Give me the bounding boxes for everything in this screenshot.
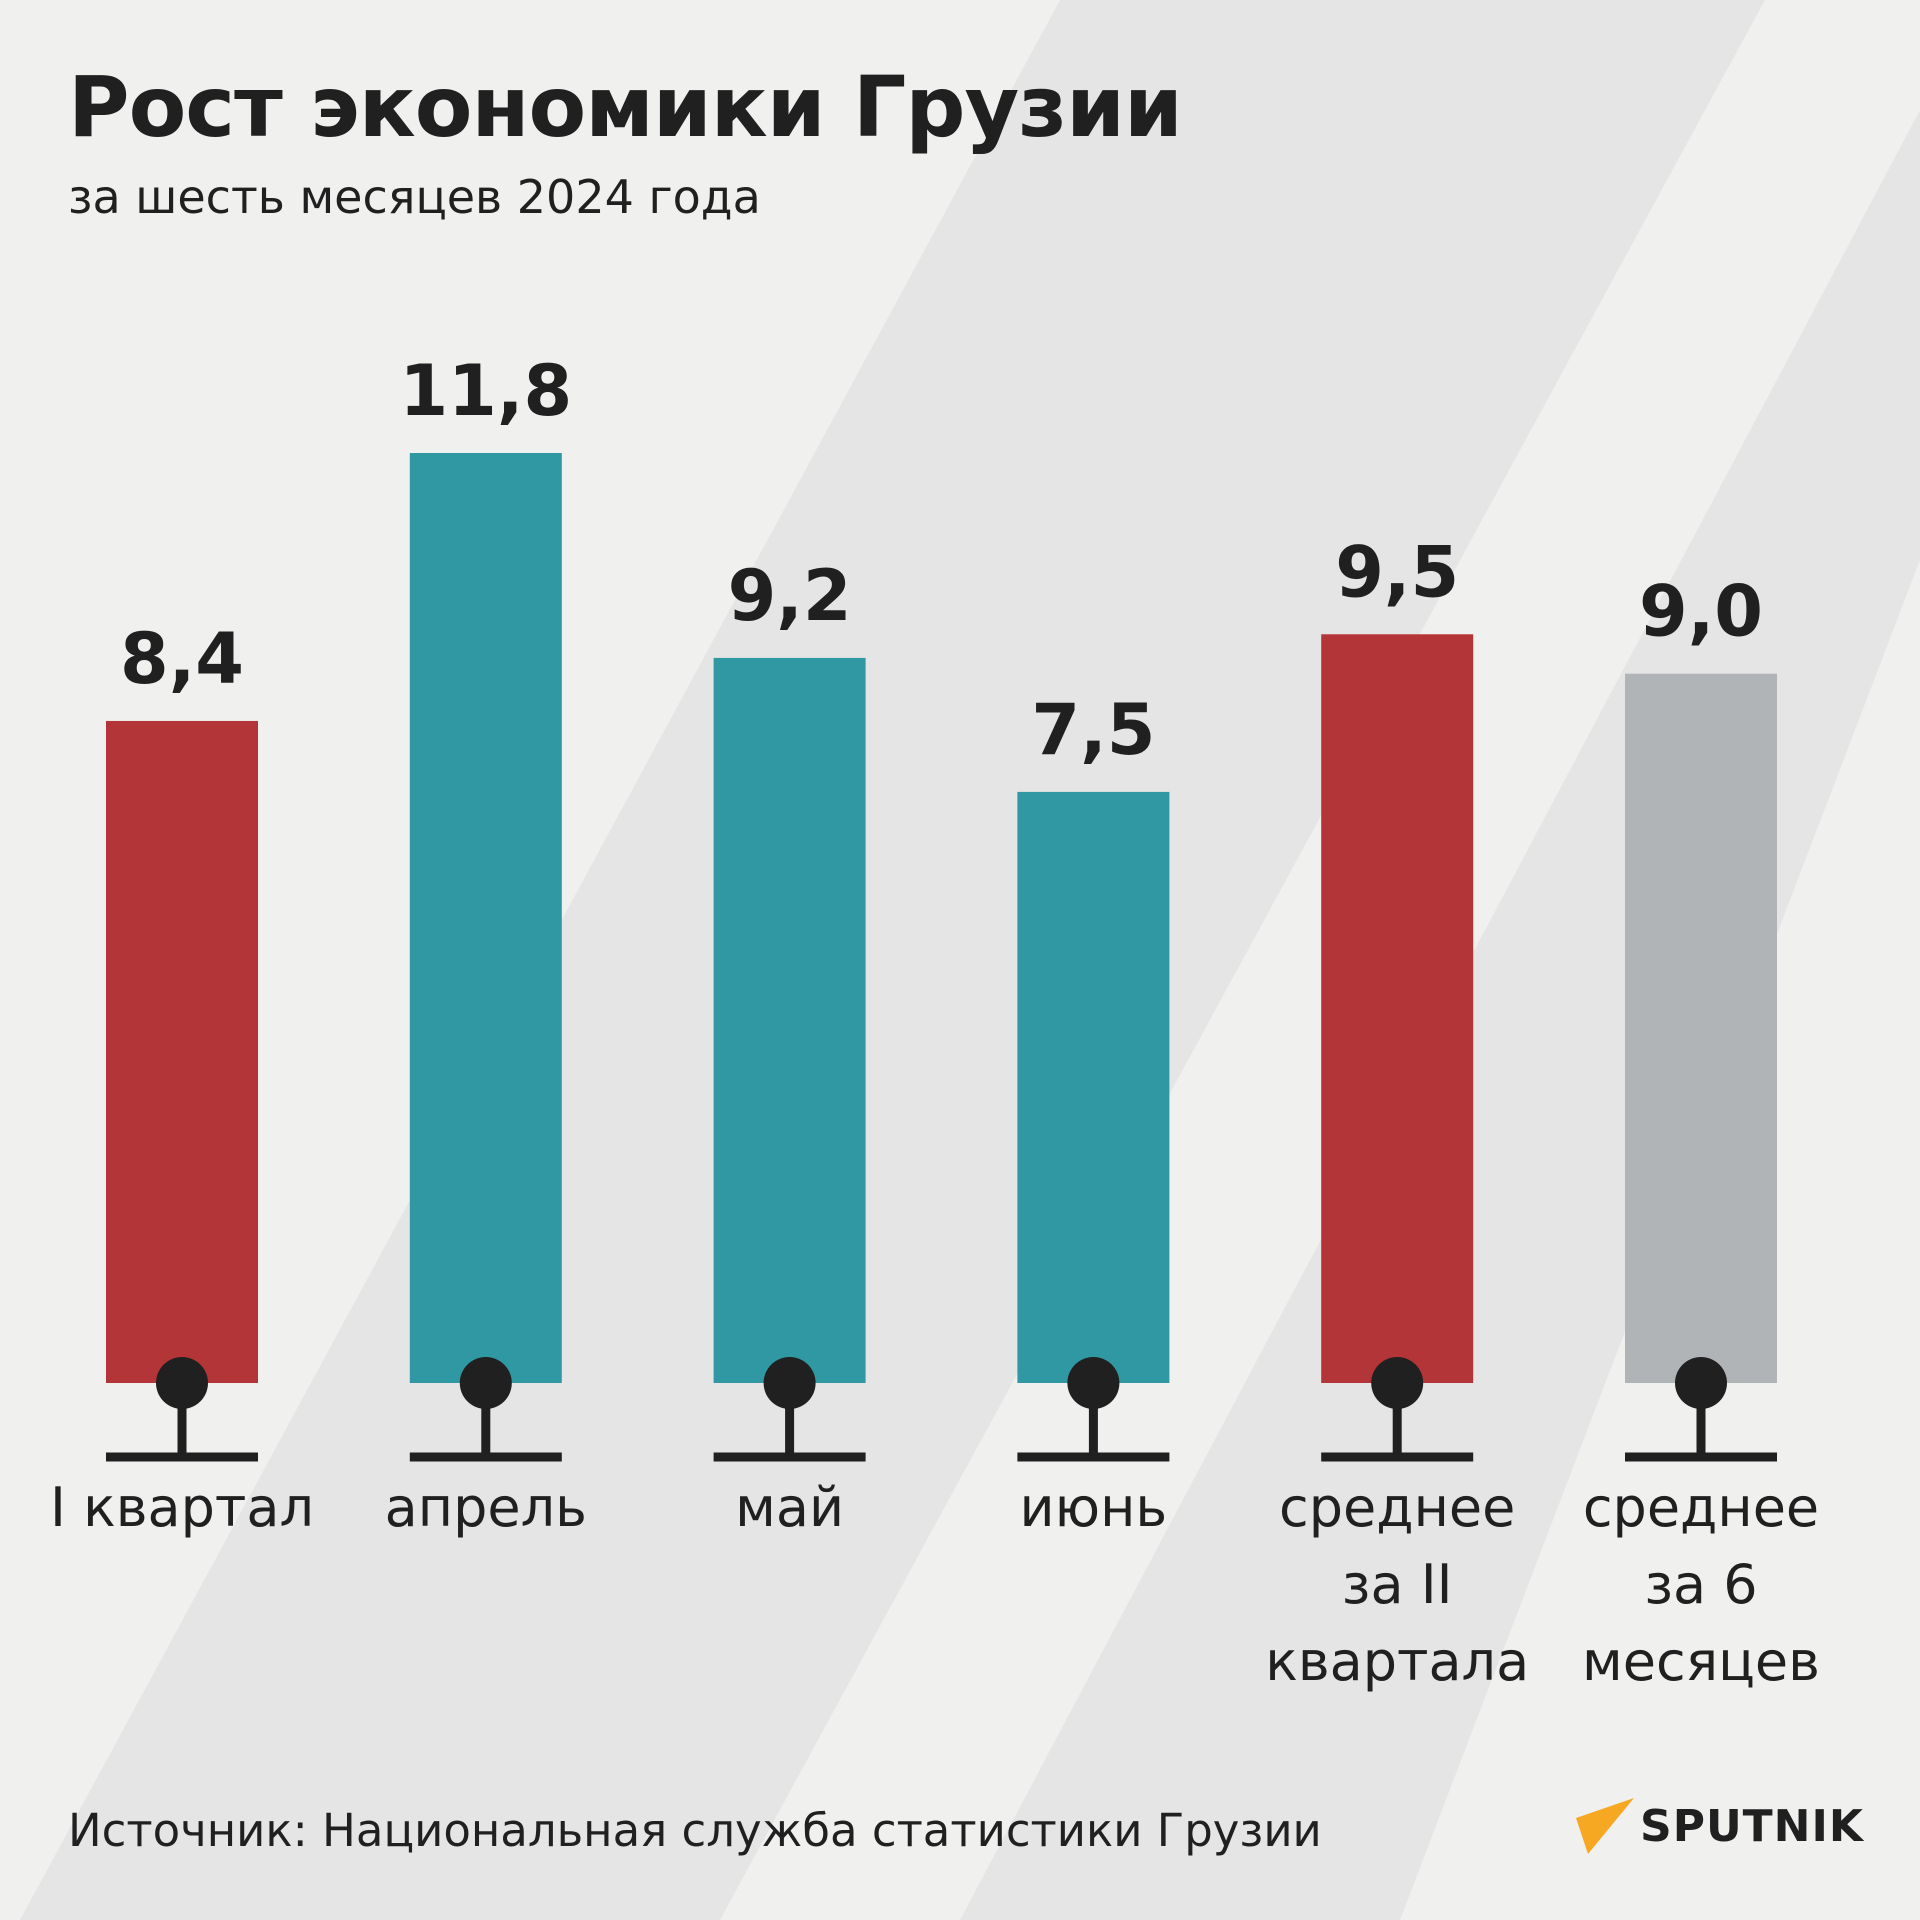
category-label: квартала [1265,1630,1529,1693]
marker-dot [763,1357,816,1409]
logo-text: SPUTNIK [1640,1800,1864,1852]
bar [1017,791,1170,1383]
sputnik-logo: SPUTNIK [1574,1796,1864,1856]
marker-dot [1371,1357,1424,1409]
category-label: среднее [1583,1476,1819,1539]
marker-dot [1675,1357,1727,1409]
marker-dot [156,1357,208,1409]
chart-title: Рост экономики Грузии [68,58,1183,156]
value-label: 9,0 [1639,571,1763,653]
value-label: 9,2 [728,555,852,637]
value-label: 9,5 [1335,531,1459,613]
category-label: за 6 [1644,1553,1757,1616]
category-label: месяцев [1582,1630,1820,1693]
category-label: I квартал [50,1476,314,1539]
source-note: Источник: Национальная служба статистики… [68,1804,1322,1857]
category-label: май [735,1476,844,1539]
category-label: апрель [385,1476,587,1539]
logo-arrow-icon [1576,1798,1634,1854]
marker-dot [1067,1357,1120,1409]
value-label: 11,8 [399,350,572,432]
bar [106,720,258,1383]
stripe [20,0,1765,1920]
marker-dot [459,1357,512,1409]
value-label: 8,4 [120,618,244,700]
category-label: за II [1342,1553,1453,1616]
chart-subtitle: за шесть месяцев 2024 года [68,170,761,224]
bar [713,657,866,1383]
bar [409,453,562,1383]
bar [1321,634,1474,1383]
bar [1625,673,1777,1383]
category-label: июнь [1020,1476,1168,1539]
value-label: 7,5 [1031,689,1155,771]
category-label: среднее [1279,1476,1515,1539]
